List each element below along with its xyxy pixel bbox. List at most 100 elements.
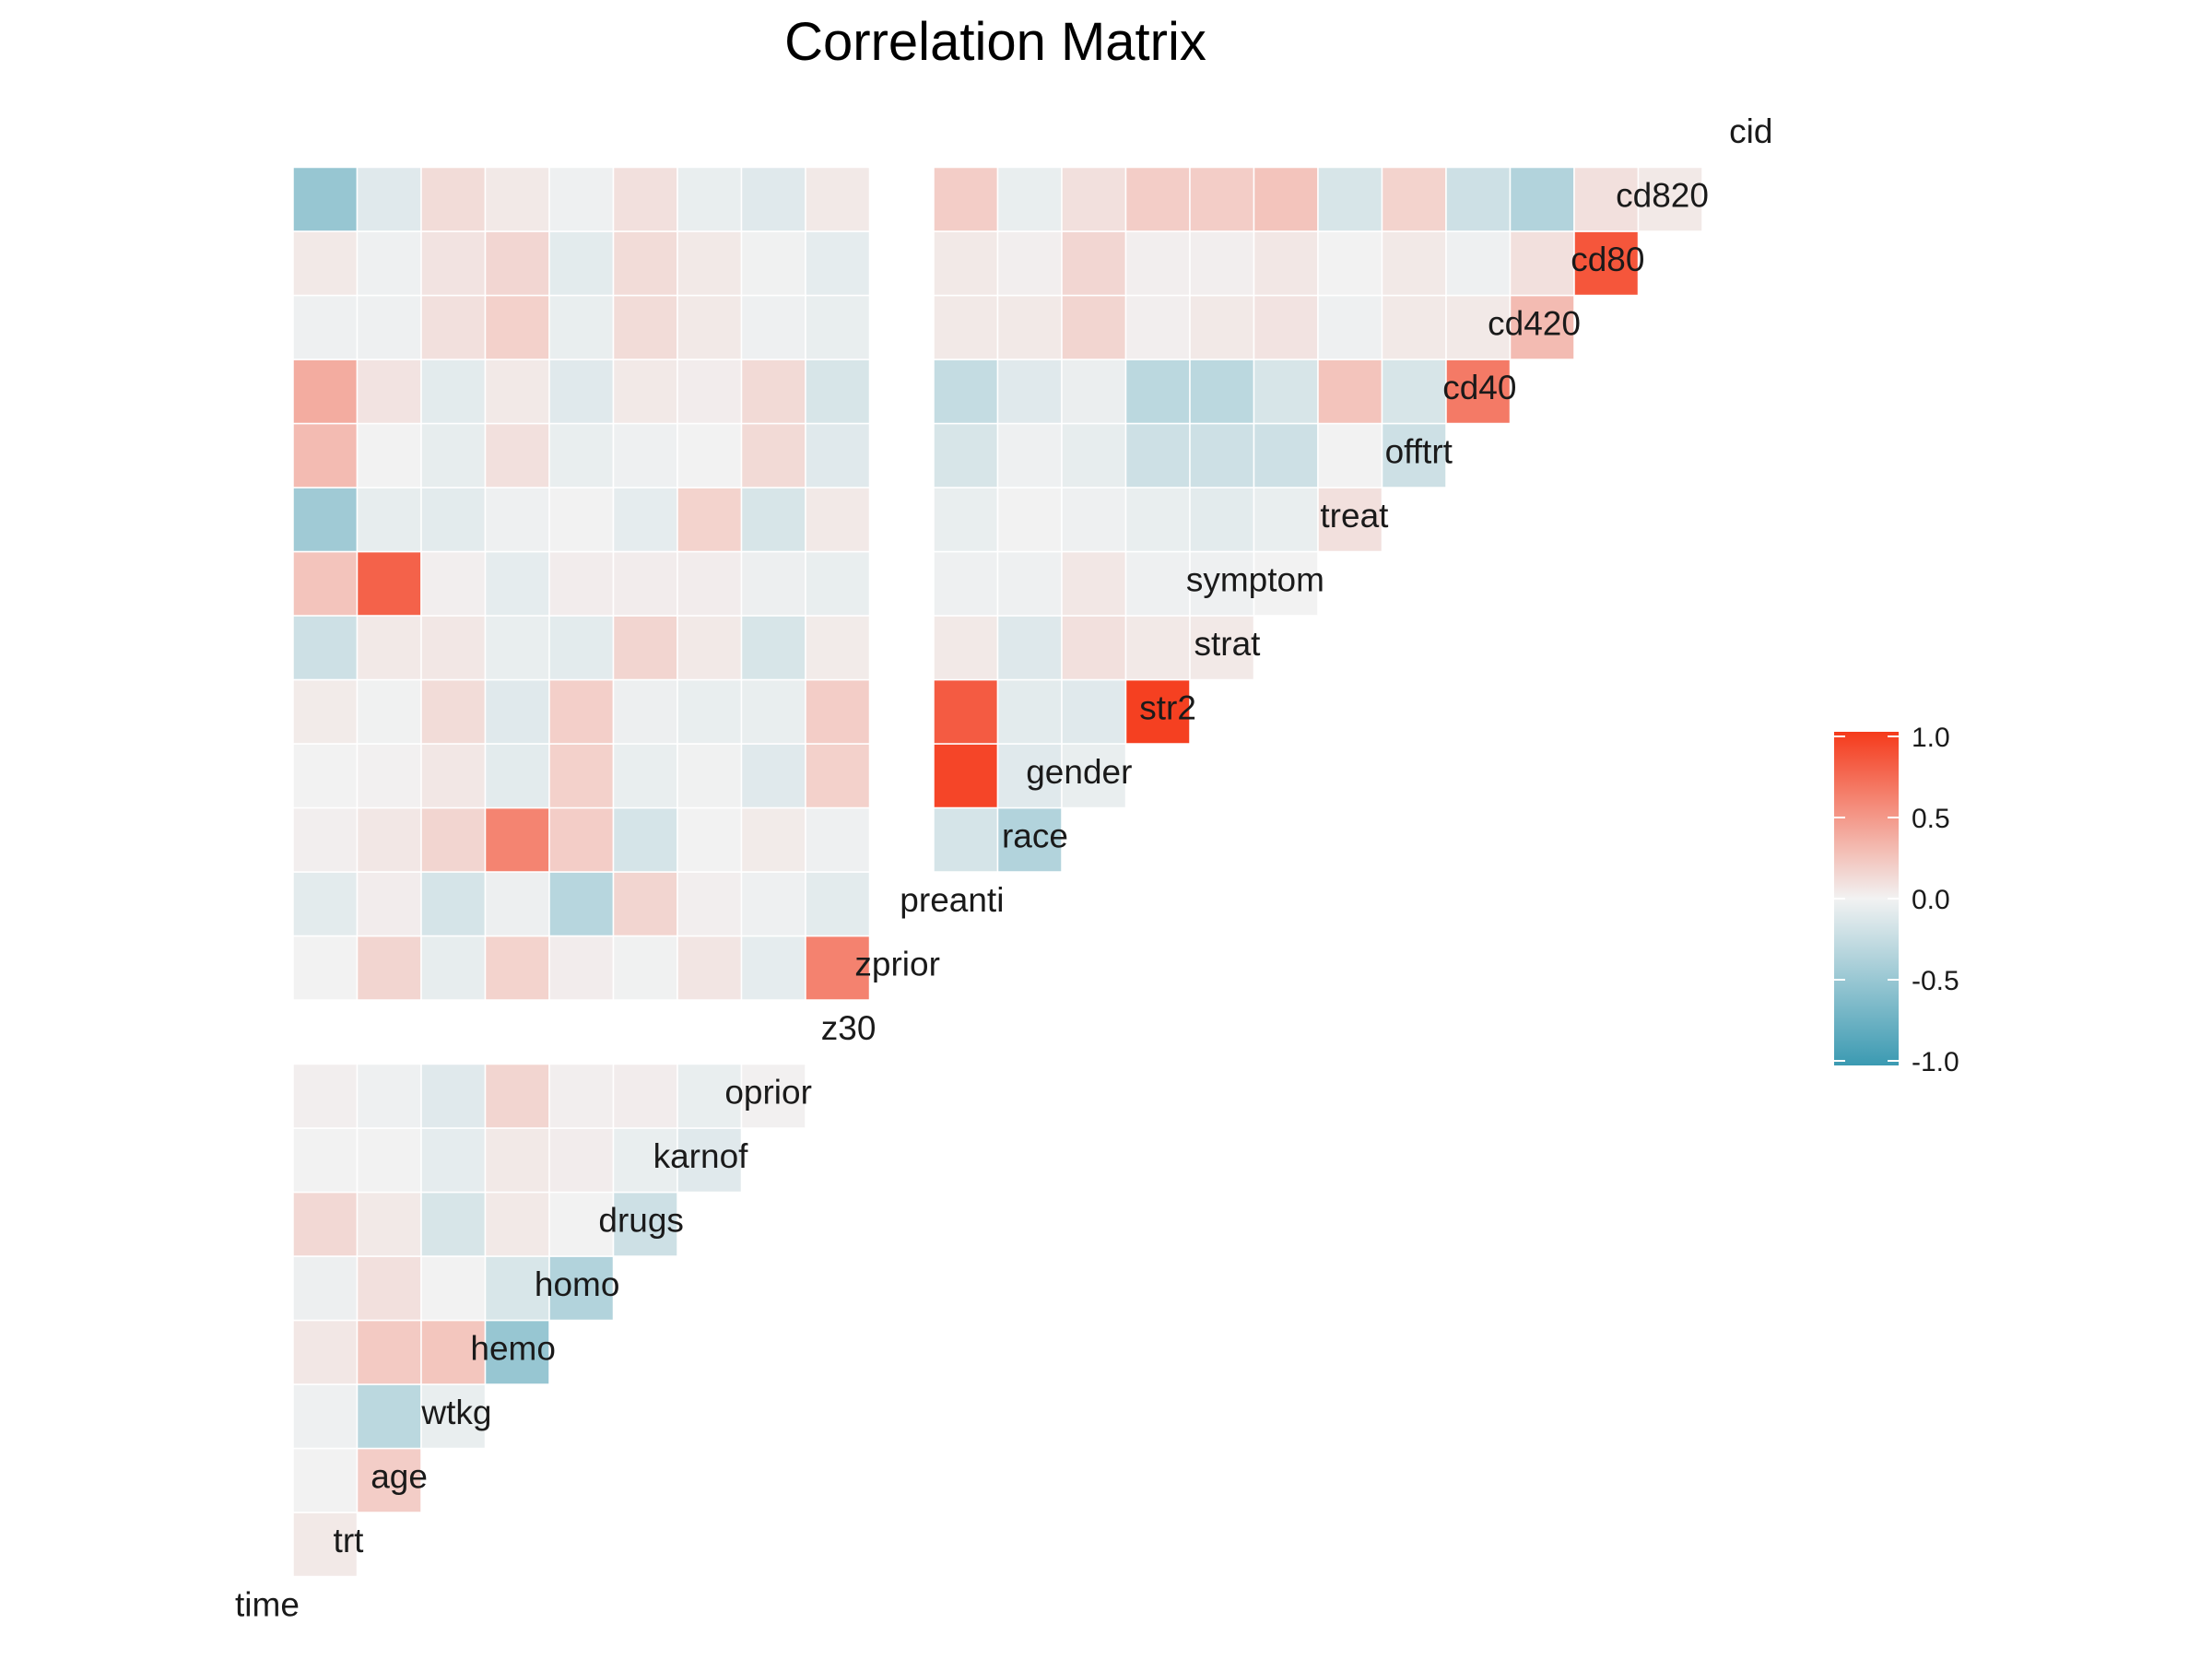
heatmap-cell-treat-race	[1061, 487, 1127, 553]
heatmap-cell-strat-zprior	[933, 615, 999, 681]
heatmap-cell-race-preanti	[996, 806, 1063, 873]
heatmap-cell-str2-wtkg	[484, 678, 550, 745]
heatmap-cell-cd820-str2	[1189, 166, 1255, 232]
heatmap-cell-cd420-strat	[1253, 294, 1319, 360]
heatmap-cell-str2-race	[1061, 678, 1127, 745]
heatmap-cell-zprior-oprior	[805, 935, 871, 1001]
heatmap-cell-treat-drugs	[677, 487, 743, 553]
heatmap-cell-oprior-trt	[356, 1063, 422, 1129]
heatmap-cell-cd80-treat	[1381, 230, 1447, 297]
heatmap-cell-oprior-wtkg	[484, 1063, 550, 1129]
heatmap-cell-strat-age	[420, 615, 487, 681]
heatmap-cell-cd40-trt	[356, 359, 422, 425]
heatmap-cell-race-homo	[612, 806, 678, 873]
heatmap-cell-cd80-cd420	[1573, 230, 1640, 297]
heatmap-cell-str2-zprior	[933, 678, 999, 745]
heatmap-cell-karnof-age	[420, 1127, 487, 1194]
heatmap-cell-cd820-oprior	[805, 166, 871, 232]
heatmap-cell-offtrt-oprior	[805, 422, 871, 488]
variable-label-wtkg: wtkg	[420, 1394, 491, 1431]
heatmap-cell-cd420-wtkg	[484, 294, 550, 360]
heatmap-cell-preanti-hemo	[548, 871, 615, 937]
heatmap-cell-karnof-homo	[612, 1127, 678, 1194]
heatmap-cell-cd80-gender	[1124, 230, 1191, 297]
heatmap-cell-strat-homo	[612, 615, 678, 681]
heatmap-cell-cd80-strat	[1253, 230, 1319, 297]
heatmap-cell-symptom-str2	[1189, 550, 1255, 617]
heatmap-cell-hemo-time	[292, 1319, 359, 1385]
heatmap-cell-preanti-oprior	[805, 871, 871, 937]
heatmap-cell-karnof-time	[292, 1127, 359, 1194]
heatmap-cell-cd820-offtrt	[1445, 166, 1512, 232]
heatmap-cell-gender-preanti	[996, 743, 1063, 809]
heatmap-cell-str2-trt	[356, 678, 422, 745]
legend-tick-label: 0.0	[1912, 885, 1950, 915]
heatmap-cell-cd420-age	[420, 294, 487, 360]
heatmap-cell-trt-time	[292, 1512, 359, 1578]
heatmap-cell-race-trt	[356, 806, 422, 873]
heatmap-cell-strat-drugs	[677, 615, 743, 681]
heatmap-cell-treat-oprior	[805, 487, 871, 553]
heatmap-cell-treat-str2	[1189, 487, 1255, 553]
heatmap-cell-cd80-time	[292, 230, 359, 297]
heatmap-cell-karnof-drugs	[677, 1127, 743, 1194]
variable-label-symptom: symptom	[1186, 561, 1324, 599]
heatmap-cell-cd820-trt	[356, 166, 422, 232]
heatmap-cell-drugs-homo	[612, 1191, 678, 1257]
heatmap-cell-oprior-hemo	[548, 1063, 615, 1129]
heatmap-cell-symptom-oprior	[805, 550, 871, 617]
heatmap-cell-symptom-zprior	[933, 550, 999, 617]
heatmap-cell-offtrt-zprior	[933, 422, 999, 488]
variable-label-cd40: cd40	[1442, 369, 1516, 406]
heatmap-cell-preanti-homo	[612, 871, 678, 937]
variable-label-hemo: hemo	[470, 1330, 556, 1368]
heatmap-cell-str2-oprior	[805, 678, 871, 745]
heatmap-cell-symptom-drugs	[677, 550, 743, 617]
variable-label-cd820: cd820	[1616, 177, 1709, 215]
heatmap-cell-cd420-offtrt	[1445, 294, 1512, 360]
heatmap-cell-gender-time	[292, 743, 359, 809]
heatmap-cell-cd40-gender	[1124, 359, 1191, 425]
legend-tick-label: 0.5	[1912, 804, 1950, 834]
heatmap-cell-cd40-oprior	[805, 359, 871, 425]
heatmap-cell-karnof-hemo	[548, 1127, 615, 1194]
heatmap-cell-symptom-karnof	[740, 550, 806, 617]
heatmap-cell-offtrt-race	[1061, 422, 1127, 488]
heatmap-cell-cd420-oprior	[805, 294, 871, 360]
heatmap-cell-race-karnof	[740, 806, 806, 873]
heatmap-cell-hemo-age	[420, 1319, 487, 1385]
heatmap-cell-cd40-homo	[612, 359, 678, 425]
heatmap-cell-cd40-drugs	[677, 359, 743, 425]
heatmap-cell-cd40-wtkg	[484, 359, 550, 425]
heatmap-cell-strat-oprior	[805, 615, 871, 681]
heatmap-cell-cd420-treat	[1381, 294, 1447, 360]
heatmap-cell-cd40-strat	[1253, 359, 1319, 425]
heatmap-cell-symptom-wtkg	[484, 550, 550, 617]
heatmap-cell-cd40-karnof	[740, 359, 806, 425]
heatmap-cell-cd420-gender	[1124, 294, 1191, 360]
heatmap-cell-cd820-hemo	[548, 166, 615, 232]
heatmap-cell-offtrt-age	[420, 422, 487, 488]
heatmap-cell-wtkg-age	[420, 1383, 487, 1450]
heatmap-cell-cd40-offtrt	[1445, 359, 1512, 425]
heatmap-cell-cd80-oprior	[805, 230, 871, 297]
heatmap-cell-cd820-cd420	[1573, 166, 1640, 232]
heatmap-cell-strat-preanti	[996, 615, 1063, 681]
heatmap-cell-cd40-time	[292, 359, 359, 425]
variable-label-preanti: preanti	[900, 881, 1004, 919]
heatmap-cell-cd80-preanti	[996, 230, 1063, 297]
heatmap-cell-karnof-trt	[356, 1127, 422, 1194]
variable-label-karnof: karnof	[653, 1137, 749, 1175]
heatmap-cell-gender-drugs	[677, 743, 743, 809]
heatmap-cell-strat-race	[1061, 615, 1127, 681]
heatmap-cell-homo-hemo	[548, 1255, 615, 1322]
heatmap-cell-strat-wtkg	[484, 615, 550, 681]
heatmap-cell-treat-age	[420, 487, 487, 553]
heatmap-cell-cd80-symptom	[1317, 230, 1383, 297]
heatmap-cell-race-hemo	[548, 806, 615, 873]
heatmap-cell-karnof-wtkg	[484, 1127, 550, 1194]
heatmap-cell-cd820-symptom	[1317, 166, 1383, 232]
heatmap-cell-cd420-symptom	[1317, 294, 1383, 360]
heatmap-cell-oprior-karnof	[740, 1063, 806, 1129]
